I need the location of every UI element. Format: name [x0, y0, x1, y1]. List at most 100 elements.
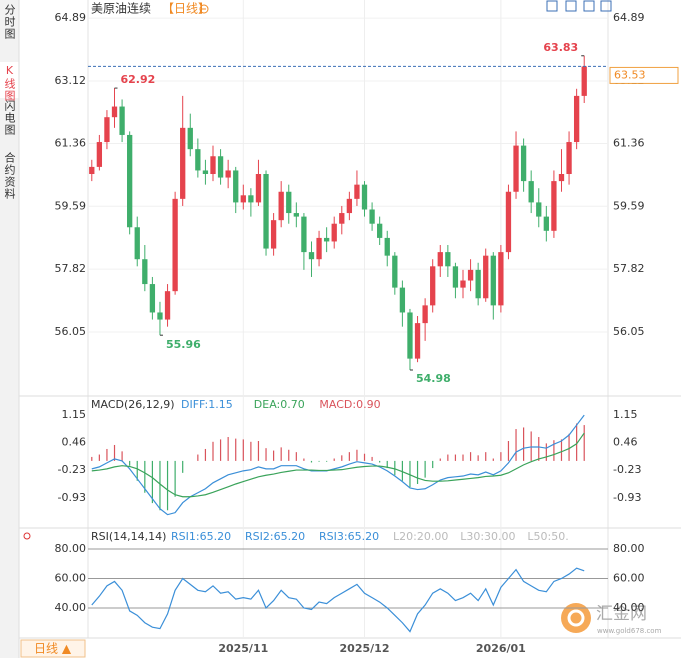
candle-body	[490, 255, 496, 306]
annotation: 62.92	[121, 73, 156, 86]
candle-body	[384, 237, 390, 256]
period[interactable]: 【日线】	[162, 2, 210, 16]
legend-entry: MACD:0.90	[319, 398, 380, 411]
settings-icon[interactable]	[23, 532, 31, 540]
candle-body	[361, 184, 368, 210]
candle-body	[180, 127, 186, 199]
y-tick-label: -0.23	[58, 463, 86, 476]
candle-body	[104, 117, 110, 143]
y-tick-label-right: 60.00	[613, 571, 645, 584]
candle-body	[566, 142, 572, 175]
candle-body	[460, 280, 466, 288]
candle-body	[293, 213, 299, 217]
prev[interactable]	[583, 0, 595, 12]
candle-body	[445, 252, 451, 267]
candle-body	[422, 305, 428, 324]
candle-body	[377, 223, 383, 238]
y-tick-label-right: 40.00	[613, 601, 645, 614]
candle-body	[354, 184, 360, 199]
candle-body	[187, 127, 193, 150]
y-tick-label: -0.93	[58, 491, 86, 504]
y-tick-label: 60.00	[55, 571, 87, 584]
panel-title: MACD(26,12,9)	[91, 398, 175, 411]
y-tick-label: 63.12	[55, 74, 87, 87]
candle-body	[89, 166, 95, 175]
candle-body	[475, 269, 481, 299]
candle-body	[134, 227, 140, 260]
candle-body	[149, 284, 156, 313]
candle-body	[255, 174, 262, 203]
legend-entry: RSI3:65.20	[319, 530, 379, 543]
y-tick-label: 59.59	[55, 199, 87, 212]
candle-body	[437, 252, 443, 267]
candle-body	[483, 255, 489, 299]
candle-body	[346, 198, 353, 214]
y-tick-label-right: 64.89	[613, 11, 645, 24]
tab[interactable]: K线图	[3, 64, 16, 102]
last-price-box	[609, 66, 679, 84]
legend-entry: L20:20.00	[393, 530, 448, 543]
candle-body	[210, 156, 216, 175]
candle-body	[528, 181, 534, 203]
candle-body	[202, 170, 209, 175]
candle-body	[142, 259, 148, 285]
candle-body	[111, 106, 118, 118]
watermark-url: www.gold678.com	[597, 627, 662, 635]
candle-body	[119, 106, 125, 135]
footer-period[interactable]: 日线 ▲	[34, 642, 72, 656]
candle-body	[240, 195, 246, 203]
tab[interactable]: 合约资料	[3, 151, 16, 200]
candle-body	[407, 312, 413, 359]
watermark-logo	[567, 609, 585, 627]
line	[91, 414, 585, 516]
candle-body	[164, 291, 171, 320]
candle-body	[278, 191, 284, 221]
candle-body	[392, 255, 398, 288]
next[interactable]	[600, 0, 612, 12]
zoom-out[interactable]	[565, 0, 577, 12]
annotation: 55.96	[166, 338, 201, 351]
candle-body	[573, 95, 580, 143]
x-tick-label: 2025/12	[340, 642, 390, 655]
candle-body	[248, 195, 254, 203]
candle-body	[127, 134, 133, 228]
footer-box[interactable]	[20, 639, 86, 658]
candle-body	[316, 237, 322, 260]
x-tick-label: 2025/11	[218, 642, 268, 655]
candle-body	[414, 323, 421, 359]
y-tick-label-right: -0.93	[613, 491, 641, 504]
zoom-in[interactable]	[546, 0, 558, 12]
candle-body	[513, 145, 519, 192]
tab[interactable]: 分时图	[3, 4, 16, 40]
candle-body	[498, 252, 504, 306]
y-tick-label: 56.05	[55, 325, 87, 338]
toolbar	[546, 0, 612, 12]
candle-body	[301, 216, 307, 253]
candle-body	[195, 149, 201, 171]
legend-entry: DIFF:1.15	[181, 398, 233, 411]
y-tick-label-right: -0.23	[613, 463, 641, 476]
candle-body	[157, 312, 163, 320]
y-tick-label-right: 59.59	[613, 199, 645, 212]
y-tick-label-right: 0.46	[613, 436, 638, 449]
candle-body	[558, 174, 565, 182]
y-tick-label-right: 61.36	[613, 136, 645, 149]
y-tick-label: 1.15	[62, 408, 87, 421]
toggle-icon[interactable]	[199, 4, 209, 14]
y-tick-label: 0.46	[62, 436, 87, 449]
y-tick-label: 64.89	[55, 11, 87, 24]
candle-body	[399, 287, 406, 313]
candle-body	[308, 252, 315, 260]
y-tick-label: 80.00	[55, 542, 87, 555]
legend-entry: DEA:0.70	[254, 398, 305, 411]
y-tick-label-right: 56.05	[613, 325, 645, 338]
candle-body	[225, 170, 231, 178]
candle-body	[96, 142, 103, 167]
tab[interactable]: 闪电图	[3, 99, 16, 136]
last-price-label: 63.53	[614, 68, 646, 81]
y-tick-label-right: 1.15	[613, 408, 638, 421]
legend-entry: L30:30.00	[460, 530, 515, 543]
y-tick-label: 40.00	[55, 601, 87, 614]
